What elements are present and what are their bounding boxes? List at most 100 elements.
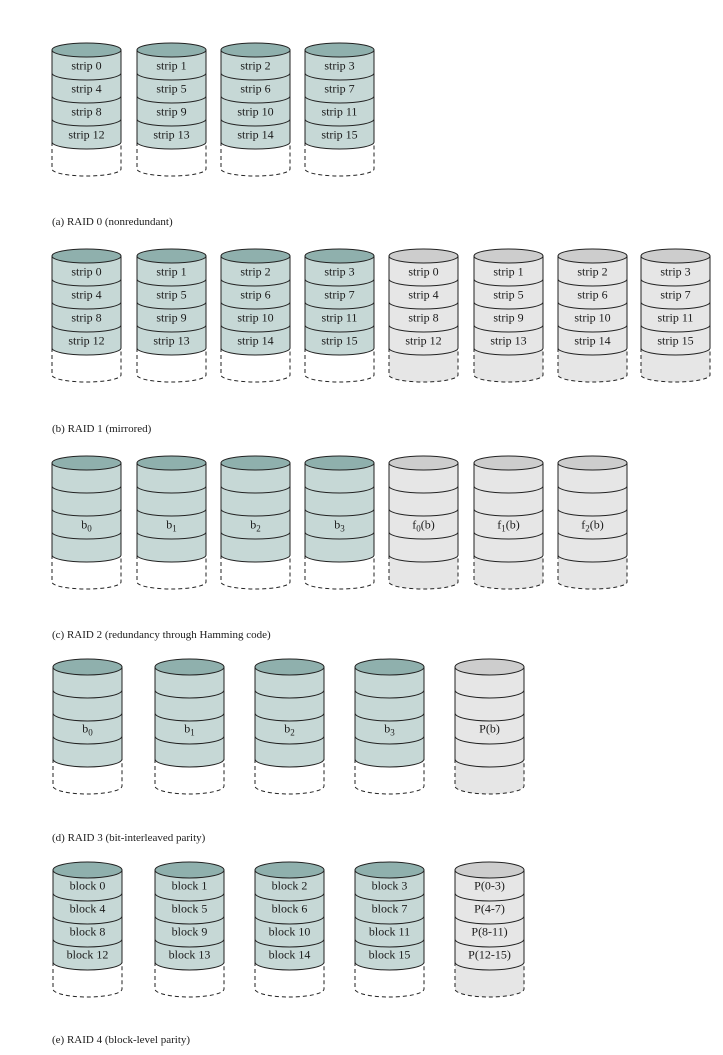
disk-top <box>220 42 291 58</box>
strip-divider <box>220 485 291 494</box>
strip-divider <box>388 508 459 517</box>
disk-data: block 2 block 6 block 10 block 14 <box>254 861 325 998</box>
strip-label: strip 1 <box>156 59 186 73</box>
disk-data: block 3 block 7 block 11 block 15 <box>354 861 425 998</box>
bit-label: b2 <box>284 722 295 738</box>
disk-extension <box>154 962 225 998</box>
strip-divider <box>304 485 375 494</box>
disk-top <box>220 455 291 471</box>
strip-divider <box>557 508 628 517</box>
strip-divider <box>640 301 711 310</box>
disk-top <box>354 658 425 676</box>
disk-body <box>354 666 425 768</box>
disk-extension <box>51 142 122 177</box>
strip-label: strip 4 <box>71 82 101 96</box>
strip-divider <box>154 892 225 902</box>
disk-body <box>136 49 207 150</box>
strip-label: strip 13 <box>490 334 526 348</box>
strip-divider <box>557 301 628 310</box>
strip-label: strip 10 <box>237 311 273 325</box>
strip-label: strip 15 <box>657 334 693 348</box>
disk-extension <box>304 348 375 383</box>
bit-label: f2(b) <box>581 518 604 534</box>
disk-redundant: strip 2 strip 6 strip 10 strip 14 <box>557 248 628 383</box>
strip-divider <box>454 735 525 745</box>
strip-divider <box>220 508 291 517</box>
strip-divider <box>136 72 207 81</box>
strip-label: strip 14 <box>237 128 273 142</box>
strip-label: strip 15 <box>321 334 357 348</box>
strip-label: strip 11 <box>658 311 694 325</box>
strip-label: block 15 <box>369 948 411 962</box>
strip-divider <box>254 892 325 902</box>
strip-label: block 14 <box>269 948 311 962</box>
disk-data: b3 <box>354 658 425 795</box>
disk-redundant: f1(b) <box>473 455 544 590</box>
disk-top <box>304 248 375 264</box>
disk-data: strip 0 strip 4 strip 8 strip 12 <box>51 248 122 383</box>
strip-divider <box>388 485 459 494</box>
disk-extension <box>220 142 291 177</box>
disk-top <box>473 455 544 471</box>
disk-extension <box>354 962 425 998</box>
disk-data: b0 <box>52 658 123 795</box>
disk-body <box>454 869 525 971</box>
strip-divider <box>557 485 628 494</box>
strip-label: strip 3 <box>324 59 354 73</box>
disk-redundant: strip 1 strip 5 strip 9 strip 13 <box>473 248 544 383</box>
disk-body <box>254 869 325 971</box>
disk-extension <box>136 555 207 590</box>
disk-extension <box>473 348 544 383</box>
disk-top <box>136 455 207 471</box>
disk-top <box>454 861 525 879</box>
disk-body <box>304 255 375 356</box>
disk-extension <box>473 555 544 590</box>
strip-divider <box>557 531 628 540</box>
strip-label: strip 5 <box>156 82 186 96</box>
strip-label: strip 7 <box>324 288 354 302</box>
strip-divider <box>51 95 122 104</box>
disk-top <box>52 658 123 676</box>
raid-section: b0 b1 b2 b3 P(b) (d) RAID 3 (bit-interleaved … <box>52 658 525 844</box>
strip-divider <box>51 72 122 81</box>
strip-label: strip 4 <box>71 288 101 302</box>
strip-divider <box>354 892 425 902</box>
disk-data: block 1 block 5 block 9 block 13 <box>154 861 225 998</box>
section-caption: (b) RAID 1 (mirrored) <box>52 423 152 435</box>
strip-label: block 13 <box>169 948 211 962</box>
strip-divider <box>154 938 225 948</box>
disk-body <box>220 255 291 356</box>
strip-label: strip 14 <box>237 334 273 348</box>
disk-top <box>52 861 123 879</box>
strip-label: block 3 <box>372 879 408 893</box>
strip-label: block 4 <box>70 902 106 916</box>
disk-data: b2 <box>220 455 291 590</box>
disk-extension <box>388 348 459 383</box>
disk-top <box>51 455 122 471</box>
disk-body <box>304 49 375 150</box>
raid-section: b0 b1 b2 b3 f0(b) f1(b) f2(b) (c) RAID 2 (redun… <box>51 455 628 641</box>
strip-divider <box>51 508 122 517</box>
strip-divider <box>136 95 207 104</box>
disk-top <box>557 455 628 471</box>
strip-label: strip 12 <box>68 128 104 142</box>
strip-label: strip 6 <box>240 288 270 302</box>
disk-redundant: strip 3 strip 7 strip 11 strip 15 <box>640 248 711 383</box>
strip-label: strip 11 <box>322 311 358 325</box>
strip-divider <box>473 508 544 517</box>
disk-body <box>136 255 207 356</box>
strip-label: strip 4 <box>408 288 438 302</box>
strip-label: strip 11 <box>322 105 358 119</box>
strip-divider <box>304 95 375 104</box>
strip-label: strip 6 <box>240 82 270 96</box>
strip-label: P(8-11) <box>471 925 507 939</box>
disk-body <box>220 49 291 150</box>
disk-data: b0 <box>51 455 122 590</box>
strip-divider <box>52 712 123 722</box>
bit-label: f1(b) <box>497 518 520 534</box>
disk-body <box>154 869 225 971</box>
strip-label: block 9 <box>172 925 208 939</box>
disk-body <box>220 462 291 563</box>
